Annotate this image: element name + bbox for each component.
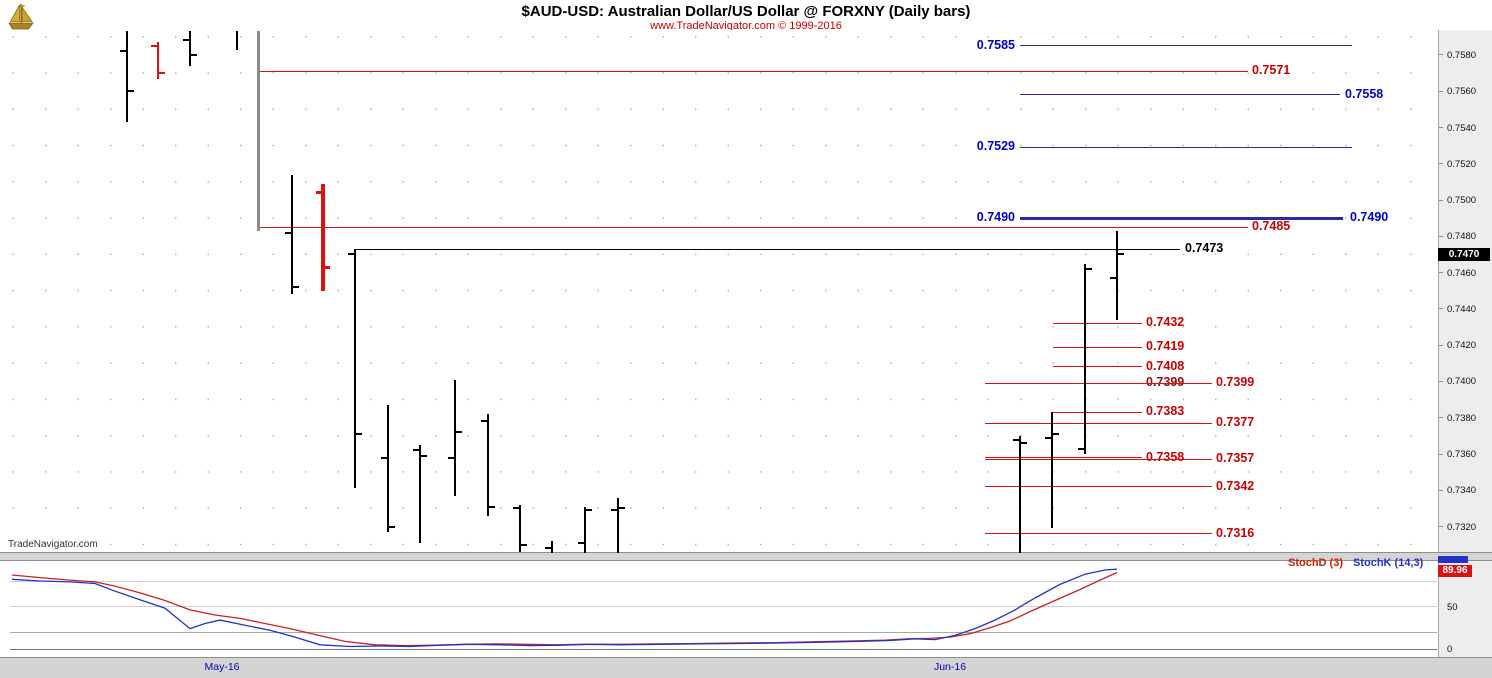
stochk-value-badge [1438, 556, 1468, 563]
watermark: TradeNavigator.com [8, 539, 98, 550]
stochastic-panel[interactable] [10, 559, 1437, 657]
stochk-legend-label[interactable]: StochK (14,3) [1353, 557, 1424, 569]
stochd-legend-label[interactable]: StochD (3) [1288, 557, 1343, 569]
stochd-value-badge: 89.96 [1438, 565, 1472, 577]
panel-splitter[interactable] [0, 552, 1492, 561]
date-axis-strip[interactable] [0, 657, 1492, 678]
chart-subtitle: www.TradeNavigator.com © 1999-2016 [650, 20, 842, 32]
chart-title: $AUD-USD: Australian Dollar/US Dollar @ … [521, 3, 971, 20]
price-chart-area[interactable] [10, 30, 1437, 552]
ship-logo-icon [8, 4, 34, 30]
